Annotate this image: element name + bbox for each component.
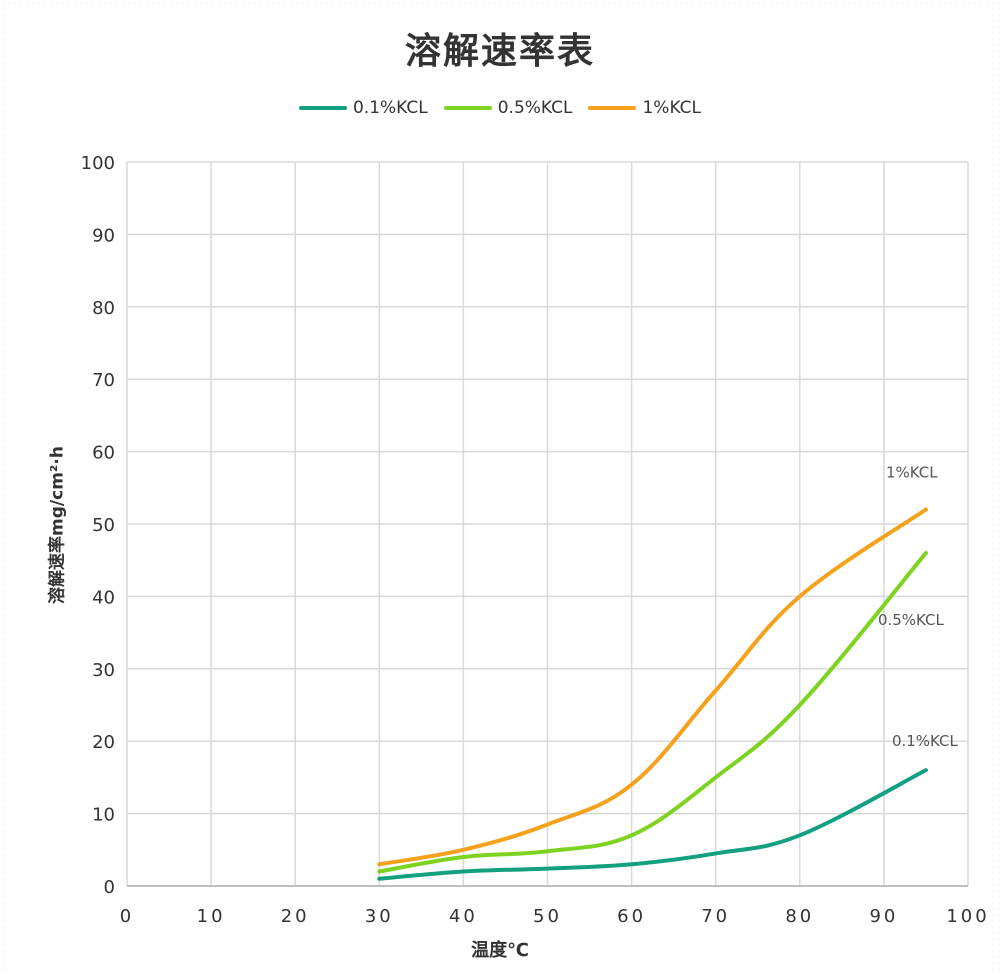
series-end-label-0.1kcl: 0.1%KCL [892, 732, 959, 750]
y-tick-label: 70 [92, 370, 115, 391]
x-tick-label: 70 [701, 906, 730, 927]
y-tick-label: 0 [104, 877, 115, 898]
x-axis-label: 温度℃ [471, 940, 529, 961]
chart-title: 溶解速率表 [404, 31, 595, 72]
x-tick-label: 40 [449, 906, 478, 927]
y-tick-label: 30 [92, 660, 115, 681]
x-tick-label: 100 [946, 906, 989, 927]
y-tick-label: 90 [92, 225, 115, 246]
legend-label-0.1kcl: 0.1%KCL [352, 98, 428, 118]
legend-swatch-1kcl [588, 106, 637, 110]
y-tick-label: 100 [81, 153, 115, 174]
y-tick-label: 20 [92, 732, 115, 753]
legend-label-0.5kcl: 0.5%KCL [497, 98, 573, 118]
chart-legend: 0.1%KCL 0.5%KCL 1%KCL [0, 98, 1000, 118]
legend-item-0.1kcl: 0.1%KCL [298, 98, 428, 118]
y-tick-label: 50 [92, 515, 115, 536]
legend-swatch-0.5kcl [443, 106, 492, 110]
x-tick-label: 60 [617, 906, 646, 927]
legend-swatch-0.1kcl [298, 106, 347, 110]
series-line-1kcl [377, 507, 928, 867]
y-axis-label: 溶解速率mg/cm²·h [47, 446, 68, 604]
legend-item-1kcl: 1%KCL [588, 98, 701, 118]
series-end-label-0.5kcl: 0.5%KCL [878, 611, 945, 629]
y-tick-label: 40 [92, 587, 115, 608]
x-tick-label: 50 [533, 906, 562, 927]
series-line-0.5kcl [377, 550, 928, 874]
series-end-label-1kcl: 1%KCL [886, 464, 938, 482]
y-tick-label: 10 [92, 805, 115, 826]
y-tick-label: 80 [92, 298, 115, 319]
y-tick-label: 60 [92, 443, 115, 464]
x-tick-label: 20 [281, 906, 310, 927]
legend-label-1kcl: 1%KCL [642, 98, 702, 118]
legend-item-0.5kcl: 0.5%KCL [443, 98, 573, 118]
x-tick-label: 90 [869, 906, 898, 927]
x-tick-label: 80 [785, 906, 814, 927]
x-tick-label: 30 [365, 906, 394, 927]
chart-card [8, 4, 992, 970]
x-tick-label: 10 [197, 906, 226, 927]
x-tick-label: 0 [120, 906, 134, 927]
